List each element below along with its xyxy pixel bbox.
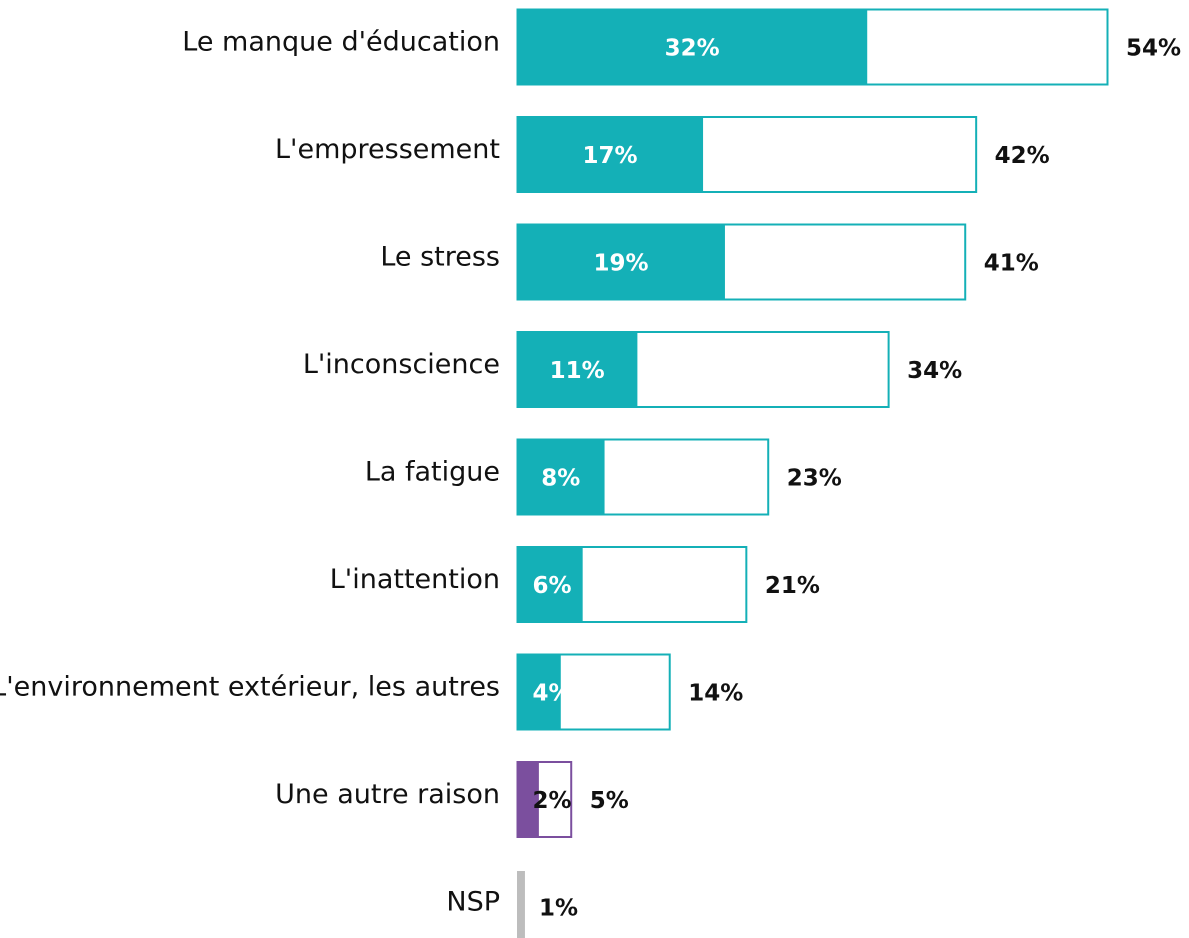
- inner-value-label: 4%: [532, 681, 571, 707]
- total-value-label: 5%: [590, 788, 629, 814]
- bar-inner: [517, 439, 605, 515]
- bar-inner: [517, 116, 704, 193]
- inner-value-label: 32%: [665, 36, 720, 62]
- category-label: Une autre raison: [275, 779, 500, 810]
- bar-inner: [517, 761, 539, 838]
- category-label: L'inconscience: [303, 349, 500, 380]
- total-value-label: 34%: [907, 358, 962, 384]
- category-label: L'empressement: [275, 134, 500, 165]
- category-label: L'inattention: [330, 564, 500, 595]
- total-value-label: 54%: [1126, 36, 1181, 62]
- category-label: Le manque d'éducation: [182, 27, 500, 58]
- total-value-label: 23%: [787, 466, 842, 492]
- inner-value-label: 6%: [532, 573, 571, 599]
- total-value-label: 1%: [539, 896, 578, 922]
- category-label: La fatigue: [365, 457, 500, 488]
- bar-inner: [517, 331, 638, 408]
- category-label: L'environnement extérieur, les autres: [0, 672, 500, 703]
- category-label: Le stress: [380, 242, 500, 273]
- total-value-label: 41%: [984, 251, 1039, 277]
- total-value-label: 42%: [995, 143, 1050, 169]
- category-label: NSP: [446, 887, 500, 918]
- inner-value-label: 19%: [593, 251, 648, 277]
- total-value-label: 14%: [688, 681, 743, 707]
- inner-value-label: 11%: [550, 358, 605, 384]
- bar-inner: [517, 9, 868, 85]
- bar-inner: [517, 546, 583, 623]
- bar-inner: [517, 654, 561, 730]
- bar-inner: [517, 224, 725, 300]
- total-value-label: 21%: [765, 573, 820, 599]
- inner-value-label: 17%: [582, 143, 637, 169]
- bar-total: [517, 871, 525, 938]
- inner-value-label: 8%: [541, 466, 580, 492]
- inner-value-label: 2%: [532, 788, 571, 814]
